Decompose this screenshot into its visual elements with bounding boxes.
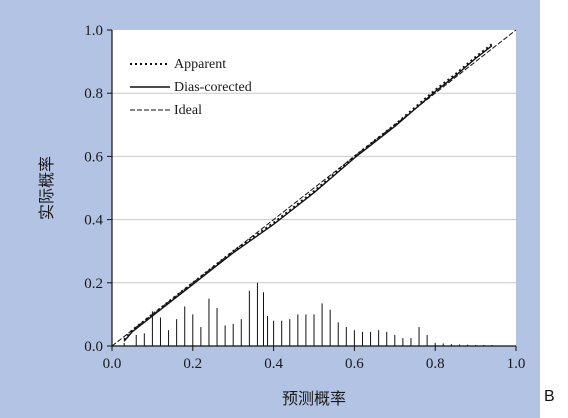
legend: Apparent Dias-corected Ideal: [130, 57, 252, 118]
tick-labels: 0.0 0.2 0.4 0.6 0.8 1.0 0.0 0.2 0.4 0.6 0.8 1.0: [84, 23, 525, 372]
series-line-ideal: [111, 29, 517, 347]
axes: [111, 30, 516, 347]
y-tick-label: 0.6: [84, 149, 103, 165]
x-tick-label: 0.6: [345, 356, 364, 372]
x-tick-label: 0.0: [103, 356, 122, 372]
x-tick-label: 0.8: [426, 356, 445, 372]
legend-label: Ideal: [174, 103, 202, 118]
series-lines: [111, 29, 517, 347]
x-tick-label: 0.4: [264, 356, 283, 372]
y-tick-label: 0.0: [84, 339, 103, 355]
y-tick-label: 0.2: [84, 276, 103, 292]
x-tick-label: 1.0: [507, 356, 526, 372]
series-line-dias-corected: [123, 45, 493, 342]
figure-panel: 0.0 0.2 0.4 0.6 0.8 1.0 0.0 0.2 0.4 0.6 0.8 1.0 App…: [0, 0, 540, 418]
y-tick-label: 0.4: [84, 213, 103, 229]
y-axis-title: 实际概率: [37, 156, 56, 220]
y-tick-label: 0.8: [84, 86, 103, 102]
legend-label: Apparent: [174, 57, 226, 72]
x-axis-title: 预测概率: [282, 389, 346, 408]
panel-letter: B: [544, 388, 555, 405]
histogram: [123, 282, 493, 346]
calibration-chart: 0.0 0.2 0.4 0.6 0.8 1.0 0.0 0.2 0.4 0.6 0.8 1.0 App…: [37, 23, 525, 408]
grid-lines: [112, 92, 516, 284]
y-tick-label: 1.0: [84, 23, 103, 39]
x-tick-label: 0.2: [183, 356, 202, 372]
legend-label: Dias-corected: [174, 80, 252, 95]
